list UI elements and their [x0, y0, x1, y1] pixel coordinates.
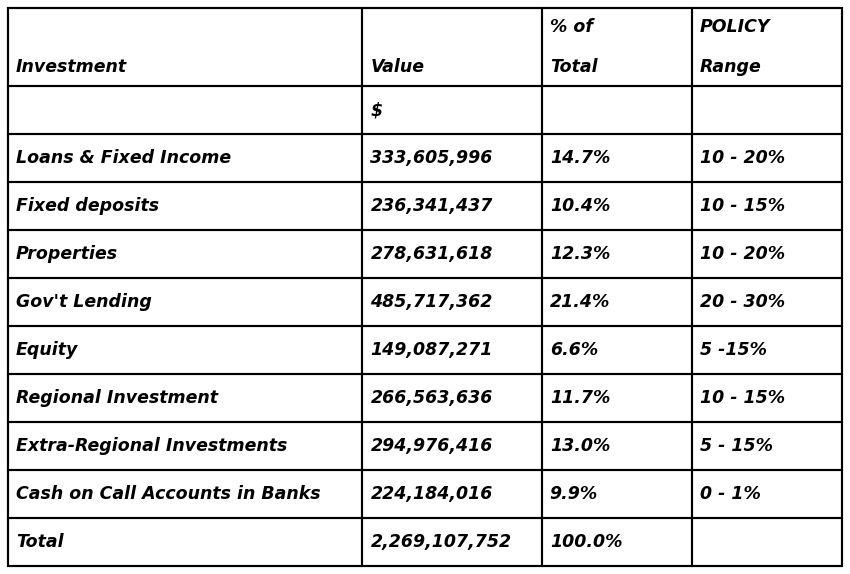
Text: 333,605,996: 333,605,996 — [371, 149, 493, 167]
Text: Fixed deposits: Fixed deposits — [16, 197, 159, 215]
Text: Cash on Call Accounts in Banks: Cash on Call Accounts in Banks — [16, 485, 320, 503]
Bar — [692, 470, 842, 518]
Bar — [541, 374, 692, 422]
Text: POLICY: POLICY — [700, 18, 770, 36]
Text: 100.0%: 100.0% — [550, 533, 622, 551]
Text: 2,269,107,752: 2,269,107,752 — [371, 533, 512, 551]
Text: Investment: Investment — [16, 58, 128, 76]
Bar — [362, 422, 541, 470]
Text: 0 - 1%: 0 - 1% — [700, 485, 761, 503]
Bar — [8, 374, 362, 422]
Bar — [362, 374, 541, 422]
Bar — [692, 518, 842, 566]
Bar — [8, 230, 362, 278]
Bar — [541, 134, 692, 182]
Text: % of: % of — [550, 18, 592, 36]
Text: 10 - 15%: 10 - 15% — [700, 197, 785, 215]
Text: Properties: Properties — [16, 245, 118, 263]
Bar — [8, 518, 362, 566]
Text: Loans & Fixed Income: Loans & Fixed Income — [16, 149, 231, 167]
Bar — [541, 182, 692, 230]
Text: Equity: Equity — [16, 341, 78, 359]
Bar — [8, 470, 362, 518]
Bar — [692, 422, 842, 470]
Bar — [8, 86, 362, 134]
Bar — [362, 8, 541, 86]
Bar — [362, 278, 541, 326]
Text: 266,563,636: 266,563,636 — [371, 389, 493, 407]
Bar — [692, 86, 842, 134]
Text: 278,631,618: 278,631,618 — [371, 245, 493, 263]
Text: 10 - 20%: 10 - 20% — [700, 245, 785, 263]
Text: Total: Total — [16, 533, 64, 551]
Bar — [541, 278, 692, 326]
Text: 6.6%: 6.6% — [550, 341, 598, 359]
Bar — [692, 278, 842, 326]
Bar — [692, 182, 842, 230]
Bar — [362, 518, 541, 566]
Bar — [541, 230, 692, 278]
Bar — [541, 8, 692, 86]
Text: 11.7%: 11.7% — [550, 389, 610, 407]
Bar — [8, 182, 362, 230]
Text: Total: Total — [550, 58, 598, 76]
Text: 9.9%: 9.9% — [550, 485, 598, 503]
Text: 224,184,016: 224,184,016 — [371, 485, 493, 503]
Bar — [692, 8, 842, 86]
Text: Extra-Regional Investments: Extra-Regional Investments — [16, 437, 287, 455]
Text: 20 - 30%: 20 - 30% — [700, 293, 785, 311]
Bar — [541, 326, 692, 374]
Bar — [362, 86, 541, 134]
Bar — [692, 134, 842, 182]
Text: 5 - 15%: 5 - 15% — [700, 437, 773, 455]
Bar — [8, 134, 362, 182]
Text: Value: Value — [371, 58, 424, 76]
Text: 14.7%: 14.7% — [550, 149, 610, 167]
Bar — [362, 134, 541, 182]
Bar — [8, 422, 362, 470]
Text: 485,717,362: 485,717,362 — [371, 293, 493, 311]
Bar — [362, 182, 541, 230]
Bar — [692, 374, 842, 422]
Bar — [362, 470, 541, 518]
Bar — [541, 86, 692, 134]
Bar — [541, 470, 692, 518]
Text: 294,976,416: 294,976,416 — [371, 437, 493, 455]
Text: 13.0%: 13.0% — [550, 437, 610, 455]
Text: 21.4%: 21.4% — [550, 293, 610, 311]
Text: Gov't Lending: Gov't Lending — [16, 293, 152, 311]
Text: 5 -15%: 5 -15% — [700, 341, 767, 359]
Text: 10 - 20%: 10 - 20% — [700, 149, 785, 167]
Bar — [362, 230, 541, 278]
Text: Range: Range — [700, 58, 762, 76]
Bar — [692, 230, 842, 278]
Bar — [8, 278, 362, 326]
Text: Regional Investment: Regional Investment — [16, 389, 218, 407]
Text: 149,087,271: 149,087,271 — [371, 341, 493, 359]
Bar — [541, 518, 692, 566]
Text: 10 - 15%: 10 - 15% — [700, 389, 785, 407]
Bar — [8, 8, 362, 86]
Bar — [541, 422, 692, 470]
Bar — [8, 326, 362, 374]
Bar — [692, 326, 842, 374]
Text: 236,341,437: 236,341,437 — [371, 197, 493, 215]
Text: 12.3%: 12.3% — [550, 245, 610, 263]
Text: $: $ — [371, 101, 383, 119]
Bar — [362, 326, 541, 374]
Text: 10.4%: 10.4% — [550, 197, 610, 215]
